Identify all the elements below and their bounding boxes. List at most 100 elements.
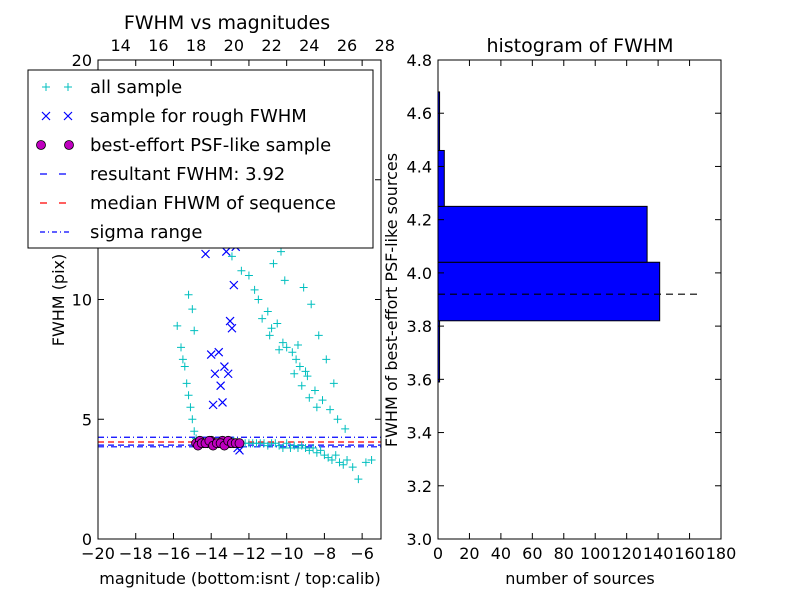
all-sample-point (190, 326, 199, 335)
right-y-tick-label: 4.2 (407, 211, 432, 230)
histogram-bar (437, 205, 648, 263)
all-sample-point (188, 415, 197, 424)
right-y-tick-label: 4.8 (407, 51, 432, 70)
left-x-tick-label: −16 (157, 544, 191, 563)
all-sample-point (361, 458, 370, 467)
right-y-tick-label: 4.6 (407, 104, 432, 123)
all-sample-point (312, 403, 321, 412)
legend-label: median FHWM of sequence (90, 193, 336, 214)
all-sample-point (263, 307, 272, 316)
left-chart-title: FWHM vs magnitudes (124, 12, 330, 34)
rough-fwhm-sample-point (210, 369, 220, 379)
left-top-x-tick-label: 28 (375, 36, 395, 55)
all-sample-point (348, 463, 357, 472)
all-sample-point (292, 355, 301, 364)
all-sample-point (190, 427, 199, 436)
legend-circle-marker (36, 140, 46, 150)
legend-item: best-effort PSF-like sample (36, 135, 331, 156)
rough-fwhm-sample-point (214, 347, 224, 357)
left-x-tick-label: −10 (270, 544, 304, 563)
rough-fwhm-sample-point (218, 398, 227, 407)
right-y-tick-label: 3.6 (407, 370, 432, 389)
right-x-tick-label: 100 (580, 544, 611, 563)
left-x-axis-label: magnitude (bottom:isnt / top:calib) (99, 569, 380, 588)
histogram-bar (437, 149, 445, 207)
right-y-tick-label: 4.4 (407, 157, 432, 176)
all-sample-point (305, 393, 314, 402)
left-x-tick-label: −14 (194, 544, 228, 563)
left-top-x-tick-label: 18 (186, 36, 206, 55)
all-sample-point (180, 362, 189, 371)
rough-fwhm-sample-point (229, 280, 239, 290)
left-x-tick-label: −8 (313, 544, 337, 563)
all-sample-point (227, 252, 236, 261)
all-sample-point (282, 439, 291, 448)
rough-fwhm-sample-point (201, 249, 210, 259)
all-sample-point (250, 285, 259, 294)
all-sample-point (184, 290, 193, 299)
all-sample-point (182, 379, 191, 388)
all-sample-point (295, 362, 304, 371)
legend-items: all sample sample for rough FWHM best-effo… (36, 77, 336, 243)
legend-item: all sample (42, 77, 182, 98)
legend-item: median FHWM of sequence (40, 193, 336, 214)
all-sample-point (339, 460, 348, 469)
left-top-x-tick-label: 20 (224, 36, 244, 55)
rough-fwhm-sample-point (219, 362, 229, 371)
all-sample-point (184, 391, 193, 400)
all-sample-point (314, 331, 323, 340)
right-y-tick-label: 3.4 (407, 424, 432, 443)
left-y-tick-label: 5 (82, 410, 92, 429)
all-sample-point (269, 259, 278, 268)
left-y-axis-label: FWHM (pix) (49, 254, 68, 347)
right-y-tick-label: 4.0 (407, 264, 432, 283)
left-y-tick-label: 20 (72, 51, 92, 70)
all-sample-point (343, 455, 352, 464)
all-sample-point (367, 455, 376, 464)
histogram-bar (437, 261, 661, 322)
all-sample-point (322, 355, 331, 364)
legend-label: resultant FWHM: 3.92 (90, 164, 285, 185)
right-y-axis-label: FWHM of best-effort PSF-like sources (382, 153, 401, 447)
legend-item: sample for rough FWHM (41, 106, 307, 127)
all-sample-point (178, 355, 187, 364)
all-sample-point (267, 324, 276, 333)
legend-label: sample for rough FWHM (90, 106, 307, 127)
left-top-x-tick-label: 26 (337, 36, 357, 55)
legend-item: sigma range (40, 222, 202, 243)
all-sample-point (333, 415, 342, 424)
legend-label: best-effort PSF-like sample (90, 135, 331, 156)
legend-circle-marker (64, 140, 74, 150)
left-top-x-tick-label: 16 (148, 36, 168, 55)
all-sample-point (280, 276, 289, 285)
right-panel: histogram of FWHM number of sources FWHM… (382, 35, 736, 588)
all-sample-point (237, 266, 246, 275)
legend: all sample sample for rough FWHM best-effo… (27, 69, 374, 249)
right-x-tick-label: 60 (522, 544, 542, 563)
right-x-tick-label: 140 (643, 544, 674, 563)
legend-label: all sample (90, 77, 182, 98)
all-sample-point (278, 338, 287, 347)
all-sample-point (326, 405, 335, 414)
left-x-tick-label: −12 (232, 544, 266, 563)
legend-plus-marker (42, 83, 50, 91)
all-sample-point (173, 321, 182, 330)
right-x-tick-label: 40 (491, 544, 511, 563)
rough-fwhm-sample-point (216, 381, 226, 391)
right-y-tick-label: 3.0 (407, 530, 432, 549)
all-sample-point (329, 379, 338, 388)
all-sample-point (327, 455, 336, 464)
all-sample-point (278, 443, 287, 452)
all-sample-point (297, 381, 306, 390)
all-sample-point (307, 300, 316, 309)
legend-plus-marker (64, 83, 72, 91)
psf-like-sample-point (234, 438, 245, 449)
left-top-x-tick-label: 14 (110, 36, 130, 55)
all-sample-point (265, 331, 274, 340)
right-x-tick-label: 180 (706, 544, 737, 563)
legend-x-marker (41, 111, 51, 121)
all-sample-point (177, 343, 186, 352)
right-x-tick-label: 160 (674, 544, 705, 563)
right-axes-frame (437, 59, 722, 540)
all-sample-point (288, 348, 297, 357)
